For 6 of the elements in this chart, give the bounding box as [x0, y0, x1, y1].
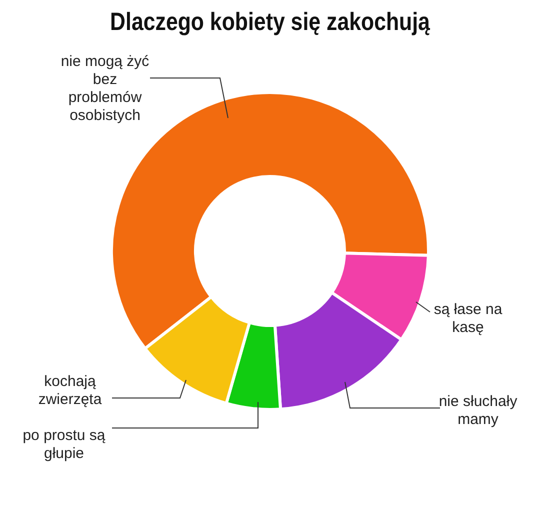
slice-label: są łase na kasę: [434, 301, 503, 336]
slice-label: po prostu są głupie: [22, 427, 106, 462]
slice-label: nie mogą żyć bez problemów osobistych: [60, 53, 150, 124]
chart-title: Dlaczego kobiety się zakochują: [110, 7, 431, 36]
slice-label: kochają zwierzęta: [38, 373, 102, 408]
slice-label: nie słuchały mamy: [438, 393, 518, 428]
